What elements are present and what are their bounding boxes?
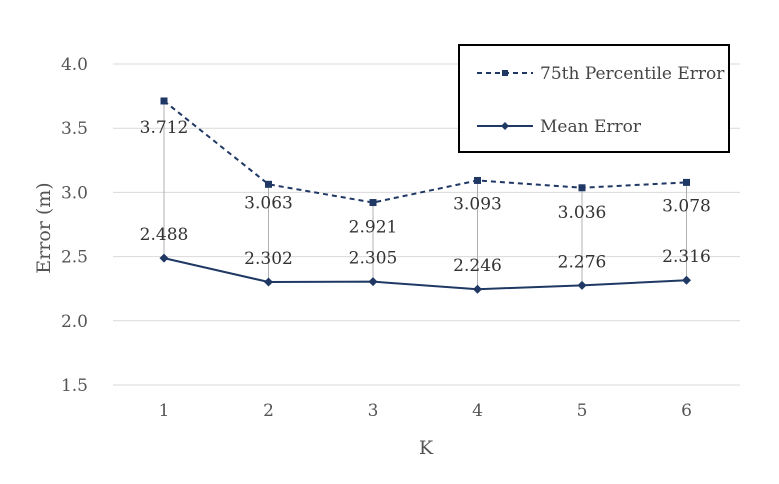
marker-mean <box>264 277 273 287</box>
legend-label-mean: Mean Error <box>540 117 642 137</box>
x-tick-label: 5 <box>577 401 588 421</box>
data-label-mean: 2.316 <box>662 247 711 267</box>
marker-mean <box>577 280 587 290</box>
marker-mean <box>473 284 482 294</box>
x-tick-label: 3 <box>368 401 379 421</box>
data-label-75th-percentile: 3.078 <box>662 196 711 216</box>
legend-box <box>458 44 730 153</box>
legend-marker-75th <box>502 70 508 76</box>
series-markers <box>159 97 691 294</box>
data-label-mean: 2.276 <box>558 252 607 272</box>
y-tick-label: 3.0 <box>61 183 88 203</box>
data-label-mean: 2.305 <box>349 249 398 269</box>
data-labels: 3.712 2.488 3.063 2.302 2.921 2.305 3.093 2.246… <box>140 118 711 276</box>
x-tick-label: 1 <box>159 401 170 421</box>
y-axis-title: Error (m) <box>33 182 55 273</box>
x-tick-label: 2 <box>263 401 274 421</box>
x-axis-title: K <box>419 437 434 459</box>
series-line-mean <box>163 257 687 291</box>
marker-75th-percentile <box>369 199 377 207</box>
data-label-75th-percentile: 3.712 <box>140 118 189 138</box>
marker-75th-percentile <box>160 97 168 105</box>
data-label-75th-percentile: 3.093 <box>453 194 502 214</box>
x-tick-label: 4 <box>472 401 483 421</box>
y-tick-label: 3.5 <box>61 119 88 139</box>
y-tick-label: 2.0 <box>61 312 88 332</box>
gridlines <box>113 63 740 386</box>
marker-mean <box>159 253 169 263</box>
series-lines <box>163 100 687 291</box>
marker-75th-percentile <box>265 180 272 188</box>
y-tick-labels: 1.5 2.0 2.5 3.0 3.5 4.0 <box>61 55 88 396</box>
data-label-75th-percentile: 3.036 <box>558 203 607 223</box>
data-label-mean: 2.246 <box>453 256 502 276</box>
marker-mean <box>682 275 691 285</box>
data-label-75th-percentile: 3.063 <box>244 193 293 213</box>
data-label-mean: 2.488 <box>140 225 189 245</box>
marker-75th-percentile <box>578 184 586 192</box>
marker-75th-percentile <box>683 178 690 186</box>
data-label-mean: 2.302 <box>244 249 293 269</box>
y-tick-label: 1.5 <box>61 376 88 396</box>
legend-label-75th: 75th Percentile Error <box>540 64 725 84</box>
data-label-75th-percentile: 2.921 <box>349 218 398 238</box>
x-tick-label: 6 <box>681 401 692 421</box>
y-tick-label: 2.5 <box>61 248 88 268</box>
drop-lines <box>163 100 687 290</box>
series-line-75th-percentile <box>163 100 687 204</box>
y-tick-label: 4.0 <box>61 55 88 75</box>
x-tick-labels: 1 2 3 4 5 6 <box>159 401 692 421</box>
legend: 75th Percentile Error Mean Error <box>458 44 730 153</box>
legend-marker-mean <box>501 122 509 130</box>
marker-mean <box>368 277 378 287</box>
marker-75th-percentile <box>474 176 481 184</box>
